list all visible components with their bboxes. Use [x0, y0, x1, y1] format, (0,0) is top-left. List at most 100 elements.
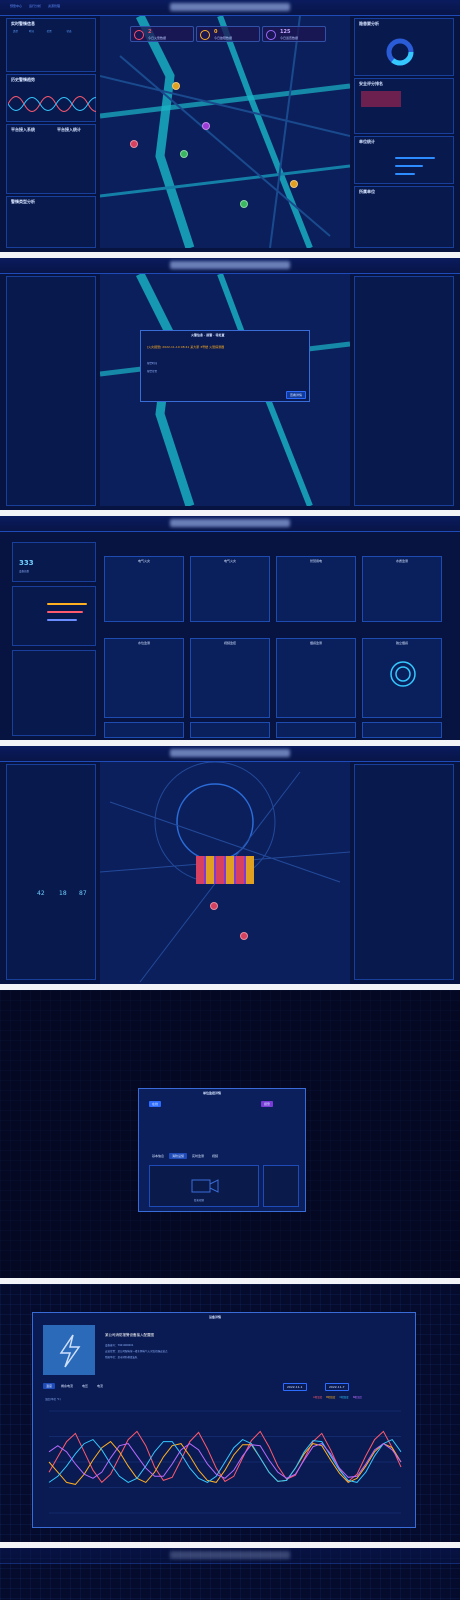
region-grid[interactable] [196, 856, 254, 884]
card-title: 电气火灾 [223, 559, 236, 563]
panel-title: 历史警情趋势 [11, 77, 35, 82]
map-stat-card[interactable]: 125 今日巡查数据 [262, 26, 326, 42]
device-card[interactable]: 智慧用电 [276, 556, 356, 622]
video-placeholder: 暂无视频 [149, 1165, 259, 1207]
divider [0, 1542, 460, 1548]
page-title-blurred [170, 749, 290, 757]
table-header: 类型 [13, 30, 19, 33]
page-title-blurred [170, 519, 290, 527]
map-marker-icon[interactable] [180, 150, 188, 158]
device-tab[interactable]: 电流 [97, 1384, 104, 1388]
left-column [6, 276, 96, 506]
page-title-blurred [170, 1551, 290, 1559]
trend-panel: 历史警情趋势 [6, 74, 96, 122]
card-title: 水位监测 [137, 641, 150, 645]
device-card[interactable]: 烟感监测 [276, 638, 356, 718]
device-card[interactable] [104, 722, 184, 738]
map-marker-icon[interactable] [240, 200, 248, 208]
legend-item: B相温度 [326, 1396, 336, 1399]
dialog-tab[interactable]: 实时监测 [192, 1154, 205, 1158]
map-stat-card[interactable]: 0 今日故障数据 [196, 26, 260, 42]
stat-bar [47, 619, 77, 621]
map-marker-icon[interactable] [210, 902, 218, 910]
unit-list-panel [12, 650, 96, 736]
nav-item[interactable]: 资源管理 [47, 4, 60, 8]
device-card[interactable]: 独立烟感 [362, 638, 442, 718]
footer-section [0, 1548, 460, 1600]
device-card[interactable] [362, 722, 442, 738]
device-tab[interactable]: 电压 [82, 1384, 89, 1388]
status-tag: 报警 [261, 1101, 274, 1107]
city-map[interactable] [100, 16, 350, 248]
device-card[interactable]: 电气火灾 [190, 556, 270, 622]
unit-bar [395, 173, 415, 175]
dashboard-section-1: 预警中心 运行分析 资源管理 实时警情信息 类型 时间 位置 状态 历史警情趋势… [0, 0, 460, 252]
stat-label: 今日巡查数据 [280, 36, 299, 40]
device-line: 设备编号：7921000001 [105, 1344, 134, 1347]
panel-title: 实时警情信息 [11, 21, 35, 26]
device-tabs: 温度 剩余电流 电压 电流 [43, 1383, 106, 1389]
stat-label: 今日火警数据 [148, 36, 167, 40]
chart-ylabel: 温度(单位 ℃) [45, 1398, 61, 1401]
map-marker-icon[interactable] [172, 82, 180, 90]
dialog-tab[interactable]: 消防设施 [169, 1153, 188, 1159]
map-stat-card[interactable]: 2 今日火警数据 [130, 26, 194, 42]
popup-header: 火警信息 · 报警 · 待处置 [191, 333, 225, 337]
dialog-tab[interactable]: 视频 [212, 1154, 219, 1158]
table-header: 时间 [28, 30, 34, 33]
stat-bar [47, 603, 87, 605]
device-card[interactable] [276, 722, 356, 738]
region-map[interactable] [100, 762, 350, 984]
card-title: 水质监测 [395, 559, 408, 563]
device-heading: 某公司消防报警设备接入配置图 [105, 1333, 154, 1337]
device-tab[interactable]: 剩余电流 [61, 1384, 74, 1388]
device-card[interactable]: 水位监测 [104, 638, 184, 718]
panel-title: 所属单位 [359, 189, 375, 194]
map-marker-icon[interactable] [240, 932, 248, 940]
empty-text: 暂无视频 [194, 1199, 205, 1202]
device-card[interactable]: 电气火灾 [104, 556, 184, 622]
top-bar [0, 258, 460, 274]
map-marker-icon[interactable] [202, 122, 210, 130]
top-bar: 预警中心 运行分析 资源管理 [0, 0, 460, 16]
status-stats-panel [12, 586, 96, 646]
device-card[interactable] [190, 722, 270, 738]
map-marker-icon[interactable] [290, 180, 298, 188]
card-title: 智慧用电 [309, 559, 322, 563]
legend-item: C相温度 [339, 1396, 349, 1399]
count-number: 42 [37, 890, 45, 897]
top-bar [0, 516, 460, 532]
device-card[interactable]: 水质监测 [362, 556, 442, 622]
top-bar [0, 1548, 460, 1564]
date-to-input[interactable]: 2022-11-7 [325, 1383, 349, 1391]
count-number: 87 [79, 890, 87, 897]
right-column [354, 764, 454, 980]
total-label: 设备总数 [19, 570, 30, 573]
panel-title: 单位统计 [359, 139, 375, 144]
panel-title: 警情类型分析 [11, 199, 35, 204]
unit-detail-dialog[interactable]: 单位监控详情 在线 报警 基本信息 消防设施 实时监测 视频 暂无视频 [138, 1088, 306, 1212]
date-from-input[interactable]: 2022-11-1 [283, 1383, 307, 1391]
nav-item[interactable]: 运行分析 [28, 4, 41, 8]
popup-field: 报警时间 [147, 362, 158, 365]
device-tab[interactable]: 温度 [43, 1383, 56, 1389]
map-marker-icon[interactable] [130, 140, 138, 148]
alarm-type-panel: 警情类型分析 [6, 196, 96, 248]
details-button[interactable]: 查看详情 [286, 391, 307, 399]
alarm-popup[interactable]: 火警信息 · 报警 · 待处置 [火灾报警] 2022-11-10 08:41 … [140, 330, 310, 402]
device-card[interactable]: 视频监控 [190, 638, 270, 718]
series-line [48, 1442, 402, 1479]
dashboard-section-2: 火警信息 · 报警 · 待处置 [火灾报警] 2022-11-10 08:41 … [0, 258, 460, 510]
nav-item[interactable]: 预警中心 [10, 4, 23, 8]
card-title: 视频监控 [223, 641, 236, 645]
safety-ranking-panel: 安全评分排名 [354, 78, 454, 134]
trend-line-chart [8, 96, 96, 112]
hazard-donut [386, 38, 414, 66]
card-title: 电气火灾 [137, 559, 150, 563]
card-title: 独立烟感 [395, 641, 408, 645]
top-nav: 预警中心 运行分析 资源管理 [10, 4, 66, 8]
unit-bar [395, 165, 423, 167]
device-detail-dialog[interactable]: 设备详情 某公司消防报警设备接入配置图 设备编号：7921000001 安装位置… [32, 1312, 416, 1528]
dialog-tab[interactable]: 基本信息 [152, 1154, 165, 1158]
stat-number: 125 [280, 29, 291, 35]
